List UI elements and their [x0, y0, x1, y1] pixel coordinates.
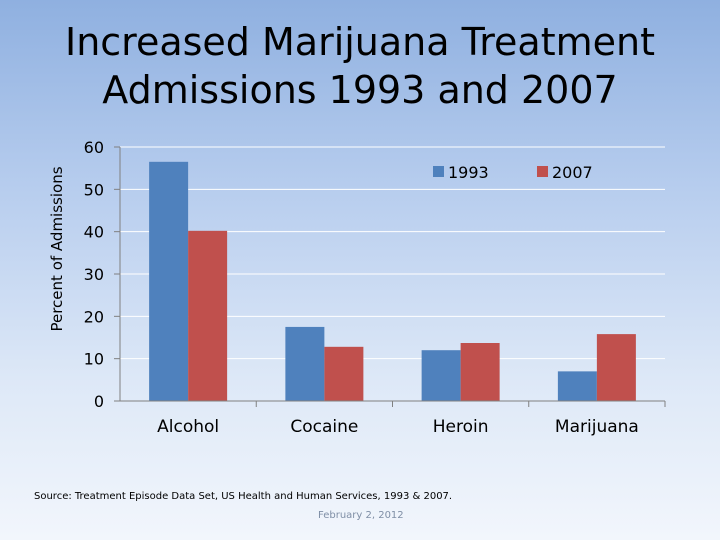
legend-swatch-2007 — [537, 166, 548, 177]
y-tick-label: 20 — [84, 307, 104, 326]
y-tick-labels: 0 10 20 30 40 50 60 — [84, 138, 104, 411]
x-category-label: Cocaine — [290, 417, 358, 437]
x-category-label: Alcohol — [157, 417, 219, 437]
bar-2007-cocaine — [324, 346, 364, 401]
legend-label-1993: 1993 — [448, 163, 489, 182]
bar-1993-alcohol — [149, 161, 189, 401]
bar-1993-heroin — [421, 350, 461, 401]
chart-title-line-2: Admissions 1993 and 2007 — [102, 68, 618, 112]
bar-1993-cocaine — [285, 326, 325, 401]
x-category-label: Marijuana — [555, 417, 639, 437]
chart-title: Increased Marijuana Treatment Admissions… — [0, 18, 720, 114]
source-note: Source: Treatment Episode Data Set, US H… — [34, 491, 453, 502]
bars — [149, 161, 636, 401]
date-footer: February 2, 2012 — [318, 510, 404, 521]
legend: 1993 2007 — [433, 163, 593, 182]
x-category-labels: Alcohol Cocaine Heroin Marijuana — [157, 417, 639, 437]
axes — [114, 146, 666, 407]
bar-2007-marijuana — [596, 334, 636, 401]
x-category-label: Heroin — [433, 417, 489, 437]
y-tick-label: 50 — [84, 180, 104, 199]
y-tick-label: 30 — [84, 265, 104, 284]
legend-label-2007: 2007 — [552, 163, 593, 182]
y-tick-label: 60 — [84, 138, 104, 157]
y-tick-label: 0 — [94, 392, 104, 411]
bar-2007-heroin — [460, 343, 500, 401]
chart-title-line-1: Increased Marijuana Treatment — [64, 20, 655, 64]
legend-swatch-1993 — [433, 166, 444, 177]
bar-2007-alcohol — [188, 230, 228, 401]
y-tick-label: 40 — [84, 223, 104, 242]
y-tick-label: 10 — [84, 350, 104, 369]
bar-1993-marijuana — [557, 371, 597, 401]
